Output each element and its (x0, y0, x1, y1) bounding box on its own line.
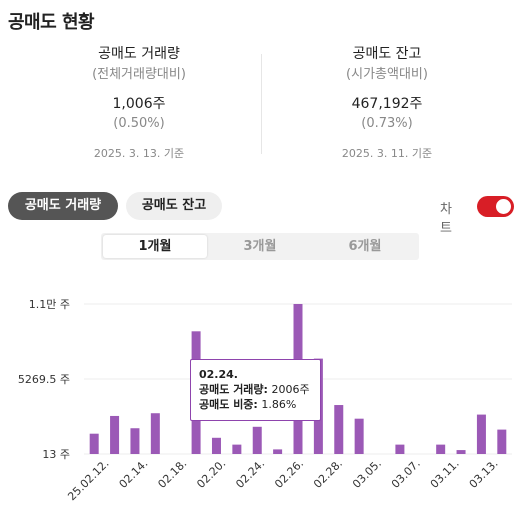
short-balance-date: 2025. 3. 11. 기준 (341, 147, 433, 160)
chart-bar[interactable] (456, 450, 466, 454)
chart-toggle-label: 차트 (440, 202, 452, 236)
short-balance-percent: (0.73%) (361, 116, 413, 131)
short-volume-percent: (0.50%) (113, 116, 165, 131)
chart-tooltip: 02.24. 공매도 거래량: 2006주 공매도 비중: 1.86% (190, 359, 321, 421)
tooltip-volume-value: 2006주 (271, 383, 310, 396)
tooltip-date: 02.24. (199, 368, 238, 381)
stats-panel: 공매도 거래량 (전체거래량대비) 1,006주 (0.50%) 2025. 3… (0, 44, 520, 174)
short-volume-stat: 공매도 거래량 (전체거래량대비) 1,006주 (0.50%) 2025. 3… (14, 44, 264, 162)
x-tick-label: 03.11. (428, 457, 462, 491)
x-tick-label: 02.24. (233, 457, 267, 491)
y-tick-label: 1.1만 주 (29, 298, 70, 311)
chart-bar[interactable] (354, 418, 364, 454)
chart-bar[interactable] (110, 415, 120, 454)
short-volume-label: 공매도 거래량 (98, 46, 180, 62)
chart-bar[interactable] (89, 433, 99, 454)
chart-bar[interactable] (252, 426, 262, 454)
chart-bar[interactable] (211, 437, 221, 454)
short-volume-value: 1,006주 (112, 96, 166, 112)
chart-bar[interactable] (497, 429, 507, 454)
chart-bar[interactable] (150, 413, 160, 454)
y-tick-label: 13 주 (42, 448, 70, 461)
period-3m-button[interactable]: 3개월 (243, 239, 277, 254)
tooltip-ratio-value: 1.86% (261, 398, 297, 411)
chart-bar[interactable] (334, 405, 344, 454)
short-balance-stat: 공매도 잔고 (시가총액대비) 467,192주 (0.73%) 2025. 3… (262, 44, 512, 162)
short-balance-sublabel: (시가총액대비) (346, 67, 428, 82)
page-title: 공매도 현황 (8, 12, 95, 33)
chart-toggle-switch[interactable] (477, 196, 514, 217)
tooltip-ratio-label: 공매도 비중: (199, 398, 258, 411)
chart-bar[interactable] (395, 444, 405, 454)
chart-bar[interactable] (232, 444, 242, 454)
toggle-knob (496, 199, 511, 214)
tooltip-volume-label: 공매도 거래량: (199, 383, 268, 396)
x-tick-label: 02.14. (117, 457, 151, 491)
tab-short-balance[interactable]: 공매도 잔고 (126, 192, 222, 220)
x-tick-label: 02.18. (155, 457, 189, 491)
chart-bar[interactable] (273, 449, 283, 454)
chart-bar[interactable] (130, 428, 140, 454)
tab-short-volume[interactable]: 공매도 거래량 (8, 192, 118, 220)
x-tick-label: 02.28. (311, 457, 345, 491)
stats-divider (261, 54, 262, 154)
short-volume-date: 2025. 3. 13. 기준 (93, 147, 185, 160)
period-1m-button[interactable]: 1개월 (103, 235, 207, 258)
chart-bar[interactable] (476, 414, 486, 454)
short-balance-label: 공매도 잔고 (352, 46, 422, 62)
x-tick-label: 03.13. (467, 457, 501, 491)
period-6m-button[interactable]: 6개월 (348, 239, 382, 254)
period-selector: 1개월 3개월 6개월 (101, 233, 419, 260)
chart-bar[interactable] (436, 444, 446, 454)
y-tick-label: 5269.5 주 (18, 373, 70, 386)
x-tick-label: 02.20. (194, 457, 228, 491)
x-tick-label: 03.07. (389, 457, 423, 491)
x-tick-label: 03.05. (350, 457, 384, 491)
x-tick-label: 25.02.12. (65, 457, 111, 503)
short-balance-value: 467,192주 (351, 96, 423, 112)
short-volume-sublabel: (전체거래량대비) (92, 67, 186, 82)
x-tick-label: 02.26. (272, 457, 306, 491)
